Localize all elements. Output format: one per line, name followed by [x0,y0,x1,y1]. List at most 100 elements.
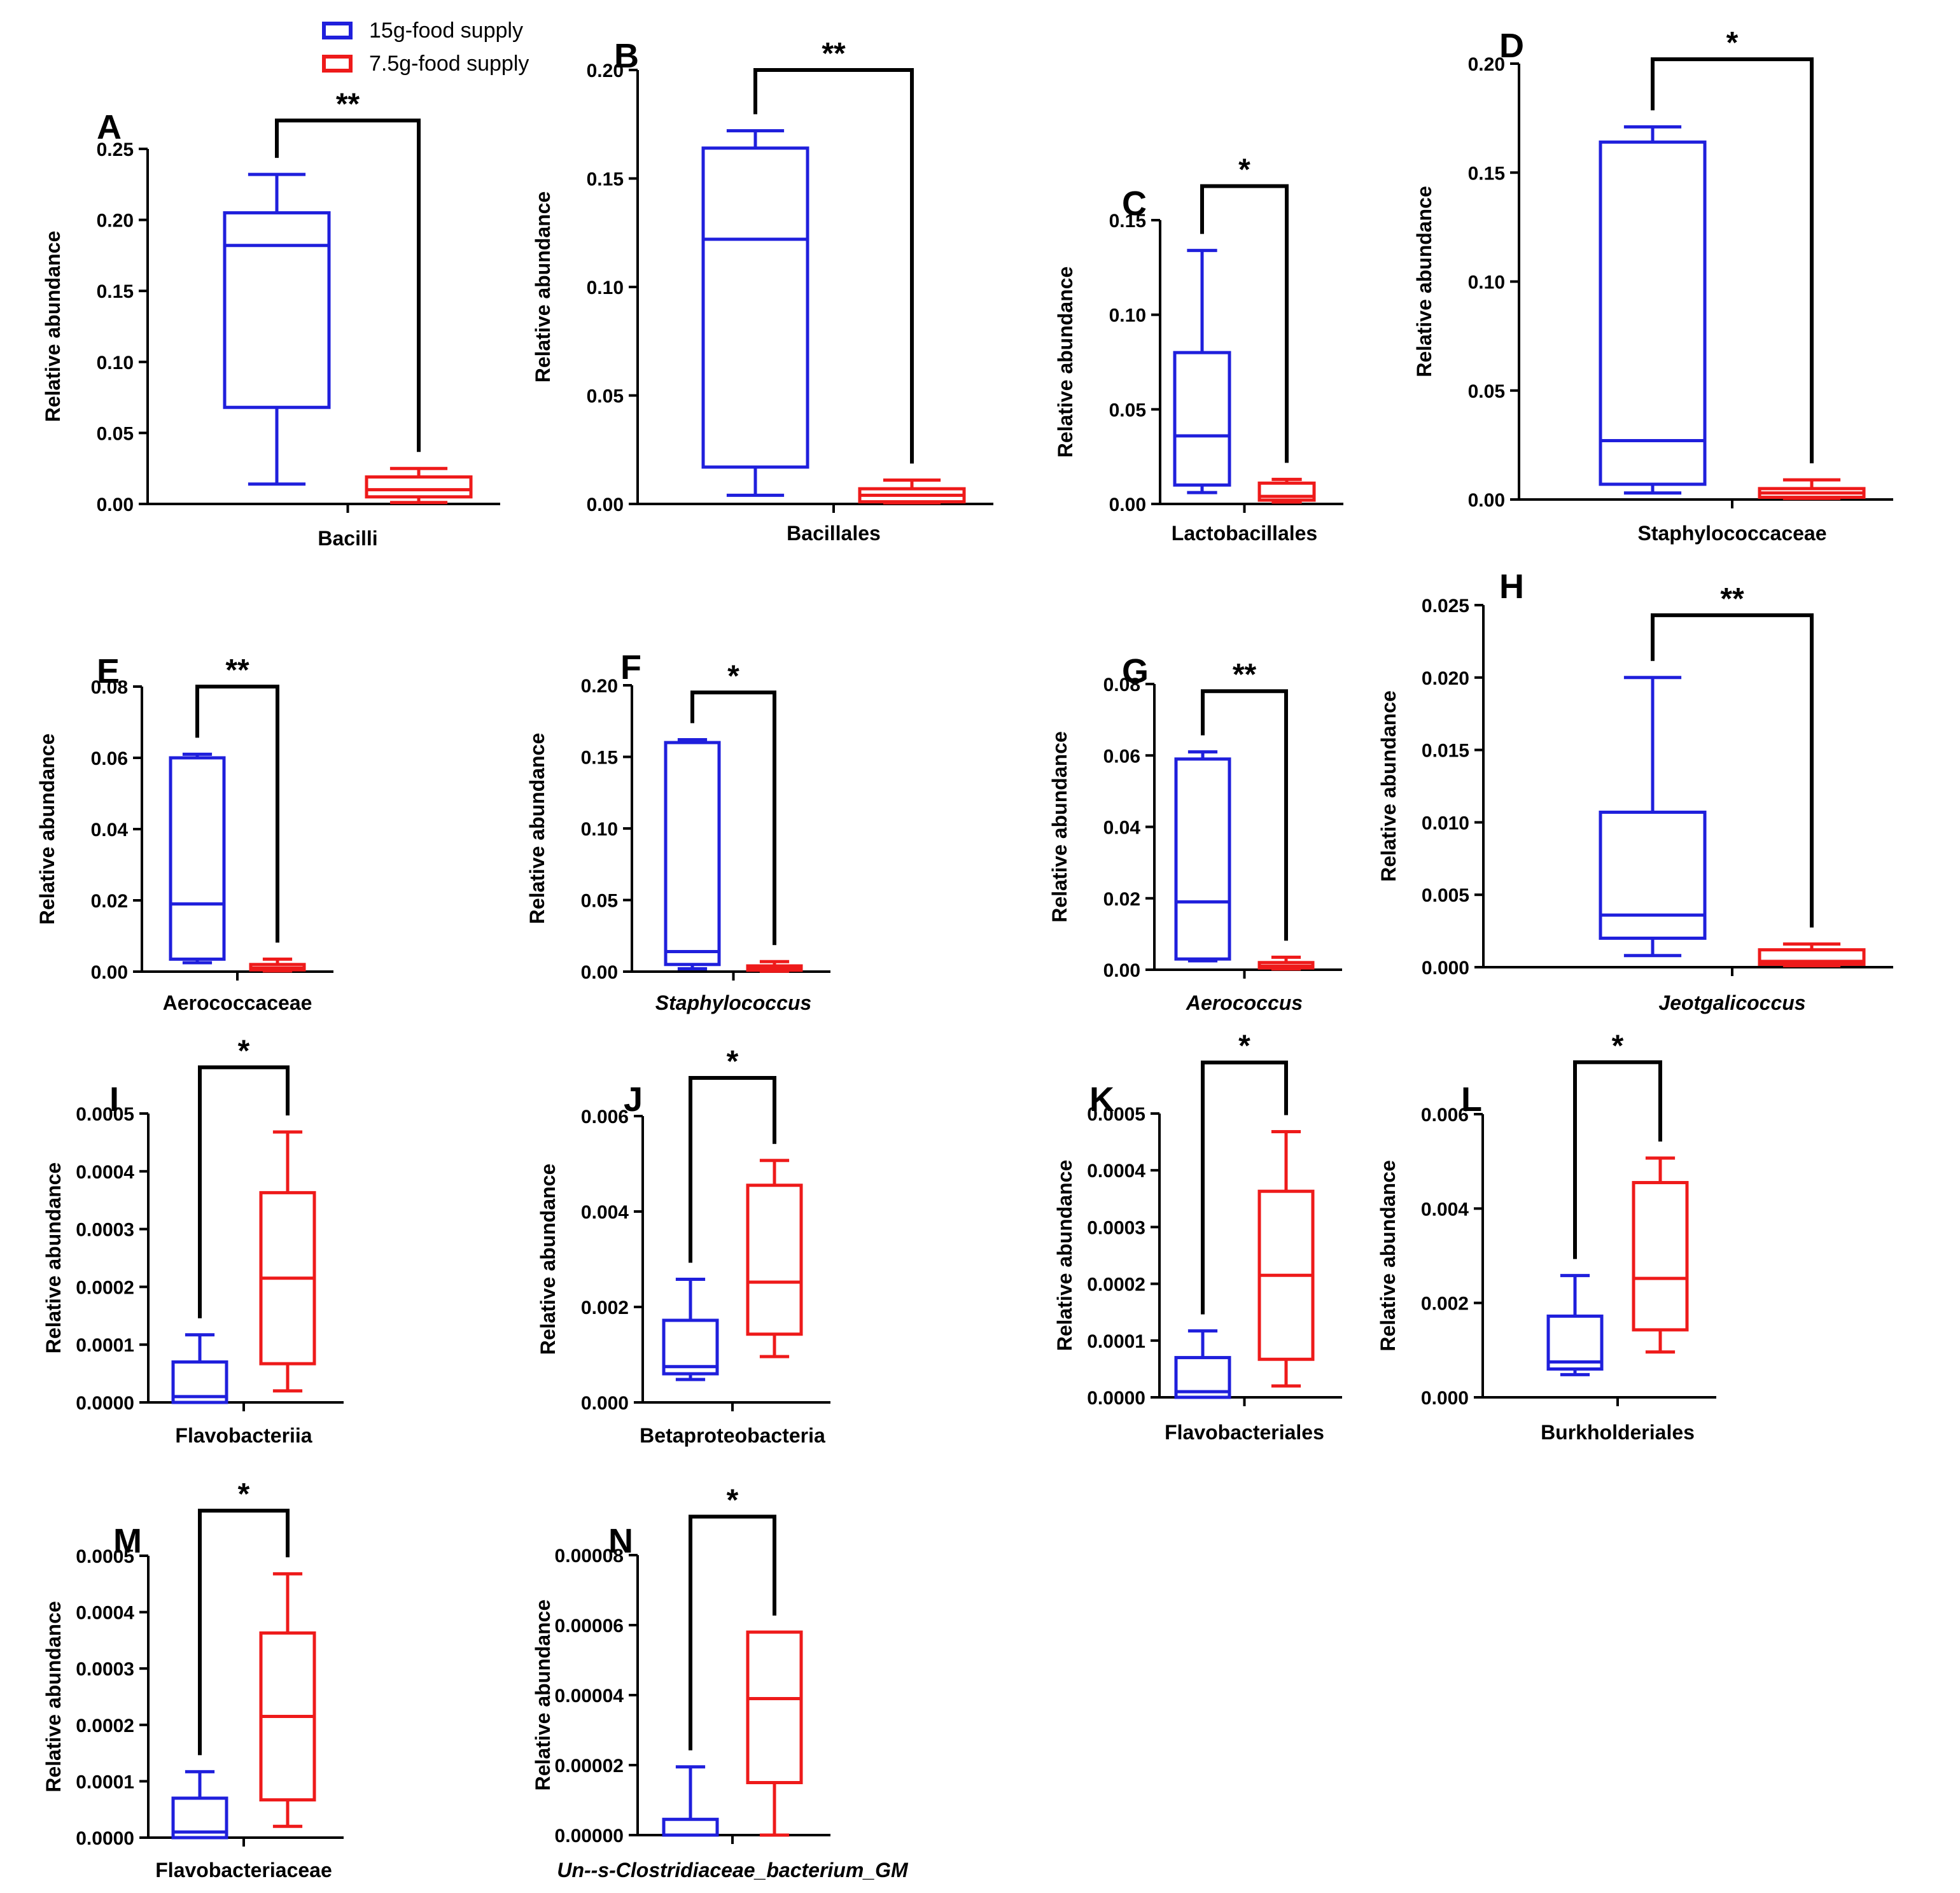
y-tick-label-k: 0.0004 [1087,1161,1145,1182]
y-tick-label-n: 0.00000 [555,1826,624,1847]
panel-g: G 0.00 0.02 0.04 0.06 0.08 Relative abundance A… [1048,652,1342,1014]
y-tick-label-a: 0.20 [97,211,134,232]
y-tick-label-f: 0.00 [581,962,618,983]
box-k-7-5g [1257,1130,1315,1388]
y-tick-label-h: 0.020 [1422,668,1469,689]
significance-bracket-f [690,690,776,946]
x-axis-label-a: Bacilli [318,527,377,550]
significance-label-n: * [727,1484,739,1518]
box-i-15g [171,1333,228,1404]
y-tick-label-i: 0.0003 [76,1220,134,1241]
significance-label-e: ** [225,653,249,687]
significance-bracket-i [198,1065,290,1318]
significance-bracket-n [689,1514,776,1750]
x-axis-label-i: Flavobacteriia [175,1424,312,1447]
significance-bracket-b [753,68,914,464]
legend-swatch-7-5g [322,55,353,73]
y-axis-label-i: Relative abundance [42,1163,65,1354]
iqr-box [1632,1181,1689,1332]
y-tick-label-j: 0.006 [581,1107,629,1128]
significance-label-c: * [1238,153,1250,186]
y-tick-label-d: 0.05 [1468,381,1505,402]
y-tick-label-n: 0.00008 [555,1546,624,1567]
y-tick-label-e: 0.02 [91,891,128,912]
y-axis-label-c: Relative abundance [1054,267,1077,458]
box-d-15g [1599,125,1707,495]
y-tick-label-n: 0.00002 [555,1756,624,1777]
y-tick-label-e: 0.06 [91,748,128,769]
panel-letter-e: E [97,652,120,690]
y-tick-label-l: 0.006 [1421,1105,1469,1126]
iqr-box [662,1318,719,1376]
y-axis-label-e: Relative abundance [36,734,59,925]
y-tick-label-m: 0.0002 [76,1715,134,1736]
y-tick-label-h: 0.025 [1422,596,1469,617]
y-tick-label-b: 0.05 [587,386,624,407]
box-n-15g [662,1765,719,1837]
y-tick-label-n: 0.00006 [555,1616,624,1637]
y-tick-label-a: 0.10 [97,353,134,374]
legend-item-15g: 15g-food supply [322,18,523,43]
x-axis-label-f: Staphylococcus [655,991,811,1014]
y-tick-label-c: 0.10 [1109,305,1146,326]
y-tick-label-h: 0.010 [1422,813,1469,834]
y-tick-label-e: 0.08 [91,677,128,698]
iqr-box [746,1184,803,1336]
y-tick-label-b: 0.15 [587,169,624,190]
y-tick-label-d: 0.20 [1468,54,1505,75]
iqr-box [746,1630,803,1784]
significance-label-i: * [238,1034,250,1068]
x-axis-label-l: Burkholderiales [1541,1421,1695,1444]
y-tick-label-k: 0.0005 [1087,1104,1145,1125]
box-c-15g [1173,249,1231,494]
iqr-box [664,741,721,967]
y-tick-label-d: 0.00 [1468,490,1505,511]
y-tick-label-c: 0.05 [1109,400,1146,421]
y-tick-label-b: 0.00 [587,494,624,515]
x-axis-label-b: Bacillales [787,522,881,545]
y-tick-label-g: 0.02 [1103,889,1140,910]
iqr-box [171,1360,228,1404]
y-tick-label-d: 0.15 [1468,163,1505,184]
y-tick-label-j: 0.000 [581,1393,629,1414]
iqr-box [1173,351,1231,487]
iqr-box [223,211,331,409]
box-e-15g [169,752,226,965]
box-a-15g [223,172,331,486]
panel-c: C 0.00 0.05 0.10 0.15 Relative abundance Lacto… [1054,153,1343,545]
x-axis-label-c: Lactobacillales [1172,522,1317,545]
legend-item-7-5g: 7.5g-food supply [322,51,529,76]
box-k-15g [1174,1329,1231,1399]
panel-letter-c: C [1122,185,1147,223]
x-axis-label-m: Flavobacteriaceae [155,1859,332,1882]
iqr-box [1174,757,1231,961]
iqr-box [365,475,473,499]
panel-letter-k: K [1089,1080,1114,1119]
iqr-box [1599,810,1707,940]
significance-bracket-d [1651,57,1814,464]
x-axis-label-g: Aerococcus [1186,991,1303,1014]
panel-a: A 0.00 0.05 0.10 0.15 0.20 0.25 Relative abunda… [41,87,500,550]
box-d-7-5g [1758,478,1866,500]
y-tick-label-f: 0.15 [581,748,618,769]
y-tick-label-i: 0.0002 [76,1277,134,1298]
box-c-7-5g [1257,477,1316,504]
panel-n: N0.000000.000020.000040.000060.00008Rela… [531,1484,909,1882]
y-tick-label-g: 0.04 [1103,818,1141,839]
y-axis-label-d: Relative abundance [1413,186,1436,377]
y-tick-label-k: 0.0002 [1087,1275,1145,1296]
box-b-7-5g [858,478,966,505]
y-tick-label-a: 0.15 [97,281,134,302]
box-m-7-5g [259,1572,316,1828]
significance-bracket-a [275,118,421,452]
y-tick-label-a: 0.00 [97,494,134,515]
iqr-box [169,756,226,961]
significance-bracket-k [1201,1060,1288,1315]
box-l-15g [1546,1274,1604,1376]
iqr-box [1174,1356,1231,1399]
iqr-box [1599,140,1707,486]
y-tick-label-m: 0.0000 [76,1828,134,1849]
panel-i: I 0.0000 0.0001 0.0002 0.0003 0.0004 0.0005 Rel… [42,1034,344,1447]
y-axis-label-j: Relative abundance [536,1164,559,1355]
